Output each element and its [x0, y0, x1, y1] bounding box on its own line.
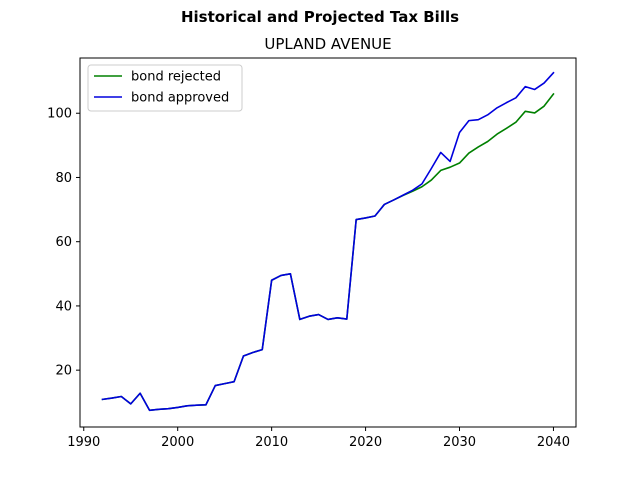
- legend-label: bond approved: [131, 91, 229, 106]
- x-tick-label: 2030: [443, 435, 476, 450]
- chart-title: UPLAND AVENUE: [264, 35, 391, 53]
- series-line-bond-approved: [101, 71, 555, 412]
- y-tick-label: 60: [55, 235, 72, 250]
- y-tick-label: 40: [55, 299, 72, 314]
- y-tick-label: 80: [55, 171, 72, 186]
- x-tick-label: 2010: [255, 435, 288, 450]
- legend-box: [87, 64, 243, 112]
- figure-suptitle: Historical and Projected Tax Bills: [181, 8, 459, 26]
- legend: bond rejected bond approved: [87, 64, 243, 112]
- x-tick-label: 2040: [537, 435, 570, 450]
- x-tick-label: 2020: [349, 435, 382, 450]
- y-tick-label: 100: [47, 107, 72, 122]
- series-layer: [101, 71, 555, 412]
- legend-label: bond rejected: [131, 70, 221, 85]
- plot-frame: [79, 57, 577, 428]
- x-tick-label: 2000: [161, 435, 194, 450]
- y-tick-label: 20: [55, 364, 72, 379]
- x-tick-label: 1990: [67, 435, 100, 450]
